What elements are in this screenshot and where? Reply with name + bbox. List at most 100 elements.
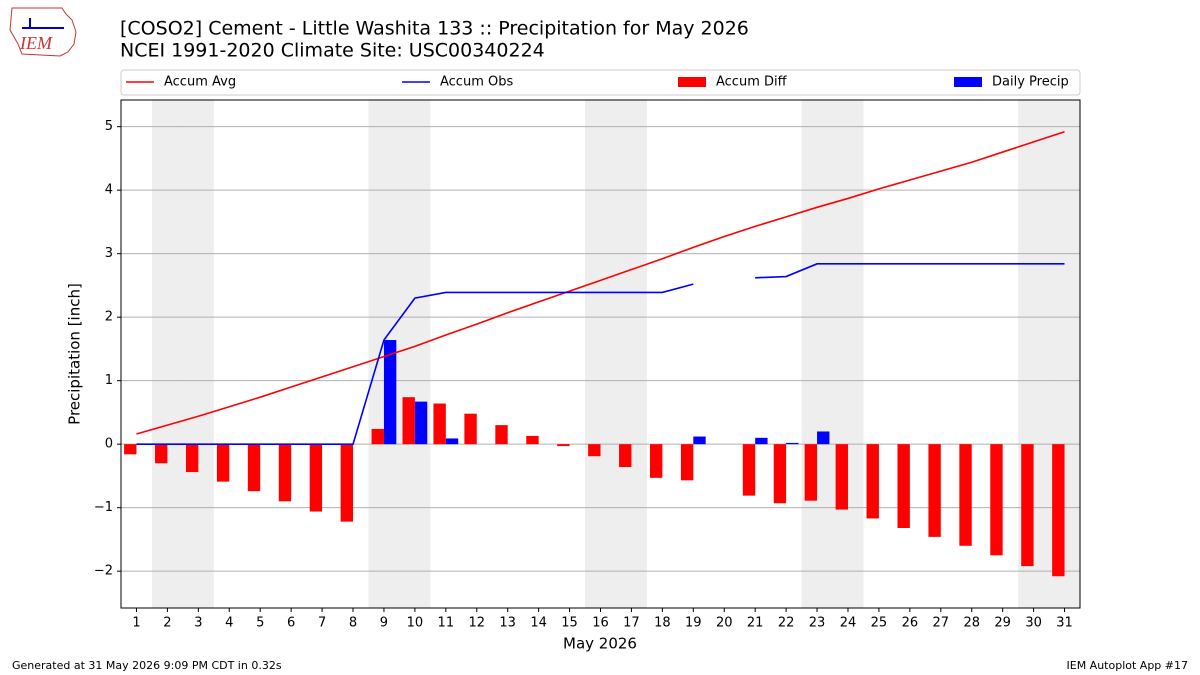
bar bbox=[557, 444, 570, 447]
x-tick-label: 16 bbox=[592, 616, 609, 631]
weekend-band bbox=[832, 100, 864, 608]
x-tick-label: 17 bbox=[623, 616, 640, 631]
bar bbox=[680, 444, 694, 481]
weekend-band bbox=[585, 100, 616, 608]
x-tick-label: 26 bbox=[902, 616, 919, 631]
y-tick-label: 0 bbox=[105, 437, 113, 452]
chart-subtitle: NCEI 1991-2020 Climate Site: USC00340224 bbox=[120, 40, 545, 62]
x-tick-label: 5 bbox=[256, 616, 264, 631]
weekend-band bbox=[182, 100, 214, 608]
bar bbox=[817, 431, 830, 445]
weekend-band bbox=[399, 100, 431, 608]
x-tick-label: 14 bbox=[530, 616, 547, 631]
bar bbox=[773, 444, 787, 504]
legend-swatch bbox=[678, 77, 706, 87]
bar bbox=[247, 444, 261, 492]
footer-left: Generated at 31 May 2026 9:09 PM CDT in … bbox=[12, 659, 282, 672]
bar bbox=[928, 444, 941, 537]
bar bbox=[309, 444, 323, 512]
bar bbox=[433, 403, 446, 445]
x-tick-label: 6 bbox=[287, 616, 295, 631]
x-tick-label: 3 bbox=[194, 616, 202, 631]
bar bbox=[216, 444, 230, 482]
bar bbox=[155, 444, 168, 464]
x-tick-label: 12 bbox=[468, 616, 485, 631]
x-axis-label: May 2026 bbox=[563, 635, 637, 653]
bar bbox=[835, 444, 848, 510]
plot-area bbox=[121, 100, 1080, 608]
x-tick-label: 22 bbox=[778, 616, 795, 631]
x-tick-label: 10 bbox=[407, 616, 424, 631]
y-tick-label: 3 bbox=[105, 246, 113, 261]
legend-box bbox=[120, 69, 1081, 96]
bar bbox=[414, 401, 428, 445]
x-tick-label: 29 bbox=[994, 616, 1011, 631]
x-tick-label: 13 bbox=[499, 616, 516, 631]
bar bbox=[185, 444, 199, 473]
x-tick-label: 19 bbox=[685, 616, 702, 631]
line bbox=[136, 263, 1065, 445]
bar bbox=[588, 444, 601, 457]
legend-label: Accum Obs bbox=[440, 75, 513, 90]
bar bbox=[755, 437, 768, 445]
y-tick-label: 1 bbox=[105, 373, 113, 388]
y-tick-label: 2 bbox=[105, 310, 113, 325]
x-tick-label: 23 bbox=[809, 616, 826, 631]
bar bbox=[464, 413, 477, 445]
logo-text: IEM bbox=[19, 33, 53, 53]
bar bbox=[1052, 444, 1065, 577]
legend-label: Accum Diff bbox=[716, 75, 788, 90]
weekend-band bbox=[615, 100, 647, 608]
bar bbox=[649, 444, 663, 478]
plot-frame bbox=[120, 99, 1081, 609]
weekend-band bbox=[801, 100, 833, 608]
bar bbox=[990, 444, 1003, 556]
chart-title: [COSO2] Cement - Little Washita 133 :: P… bbox=[120, 18, 749, 40]
bar bbox=[804, 444, 818, 501]
logo: IEM bbox=[9, 7, 77, 57]
x-tick-label: 1 bbox=[132, 616, 140, 631]
legend-swatch bbox=[954, 77, 982, 87]
x-tick-label: 25 bbox=[871, 616, 888, 631]
x-tick-label: 11 bbox=[438, 616, 455, 631]
line bbox=[136, 130, 1065, 435]
weekend-band bbox=[151, 100, 183, 608]
bar bbox=[402, 397, 415, 445]
bar bbox=[786, 442, 799, 445]
y-tick-label: −2 bbox=[94, 564, 113, 579]
bar bbox=[897, 444, 910, 528]
y-axis-label: Precipitation [inch] bbox=[66, 283, 84, 425]
bar bbox=[693, 436, 706, 445]
bar bbox=[742, 444, 756, 496]
x-tick-label: 7 bbox=[318, 616, 326, 631]
x-tick-label: 15 bbox=[561, 616, 578, 631]
bar bbox=[278, 444, 292, 502]
bar bbox=[383, 340, 397, 445]
y-tick-label: 5 bbox=[105, 119, 113, 134]
x-tick-label: 27 bbox=[933, 616, 950, 631]
bar bbox=[866, 444, 879, 519]
bar bbox=[526, 435, 539, 445]
y-tick-label: 4 bbox=[105, 183, 113, 198]
bar bbox=[340, 444, 354, 522]
x-tick-label: 21 bbox=[747, 616, 764, 631]
legend-label: Accum Avg bbox=[164, 75, 236, 90]
x-tick-label: 9 bbox=[380, 616, 388, 631]
bar bbox=[371, 428, 384, 445]
legend-label: Daily Precip bbox=[992, 75, 1069, 90]
x-tick-label: 20 bbox=[716, 616, 733, 631]
x-tick-label: 30 bbox=[1025, 616, 1042, 631]
bar bbox=[124, 444, 137, 455]
bar bbox=[445, 438, 459, 445]
x-tick-label: 8 bbox=[349, 616, 357, 631]
footer-right: IEM Autoplot App #17 bbox=[1067, 659, 1189, 672]
bar bbox=[495, 425, 508, 445]
x-tick-label: 24 bbox=[840, 616, 857, 631]
bar bbox=[1021, 444, 1034, 567]
bar bbox=[959, 444, 972, 546]
x-tick-label: 18 bbox=[654, 616, 671, 631]
y-tick-label: −1 bbox=[94, 500, 113, 515]
x-tick-label: 2 bbox=[163, 616, 171, 631]
x-tick-label: 4 bbox=[225, 616, 233, 631]
